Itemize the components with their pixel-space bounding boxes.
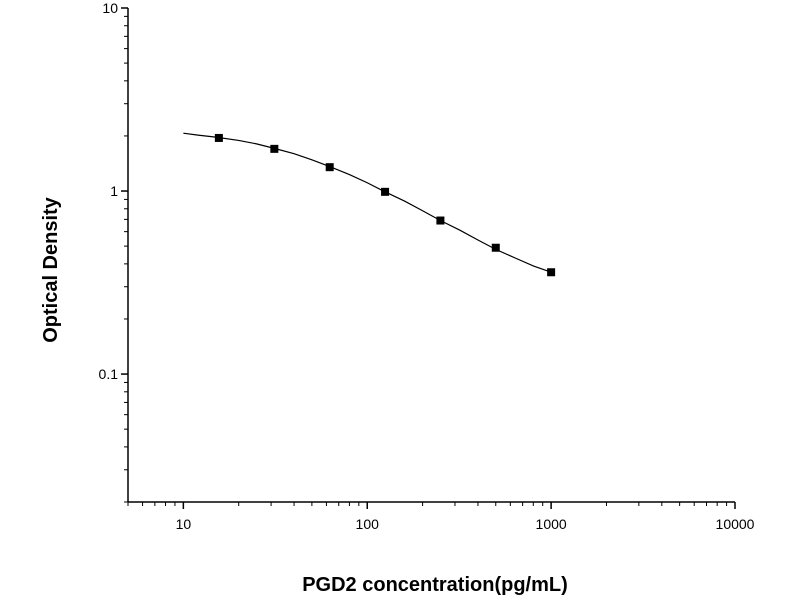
x-tick-label: 10 — [176, 516, 192, 532]
data-point-marker — [491, 243, 500, 252]
x-tick-label: 1000 — [536, 516, 567, 532]
data-point-marker — [270, 144, 279, 153]
y-axis-title: Optical Density — [40, 196, 62, 342]
x-tick-label: 10000 — [716, 516, 755, 532]
fit-curve-line — [183, 132, 552, 273]
data-point-marker — [214, 133, 223, 142]
y-tick-label: 1 — [110, 183, 118, 199]
data-point-marker — [325, 163, 334, 172]
y-tick-label: 0.1 — [99, 366, 119, 382]
y-tick-label: 10 — [102, 0, 118, 16]
data-point-marker — [547, 268, 556, 277]
plot-area — [183, 132, 556, 277]
x-axis-title: PGD2 concentration(pg/mL) — [302, 574, 568, 596]
x-tick-label: 100 — [356, 516, 380, 532]
axes: 10 100 1000 10000 0.1 1 10 — [99, 0, 755, 532]
data-point-marker — [381, 187, 390, 196]
data-point-marker — [436, 216, 445, 225]
